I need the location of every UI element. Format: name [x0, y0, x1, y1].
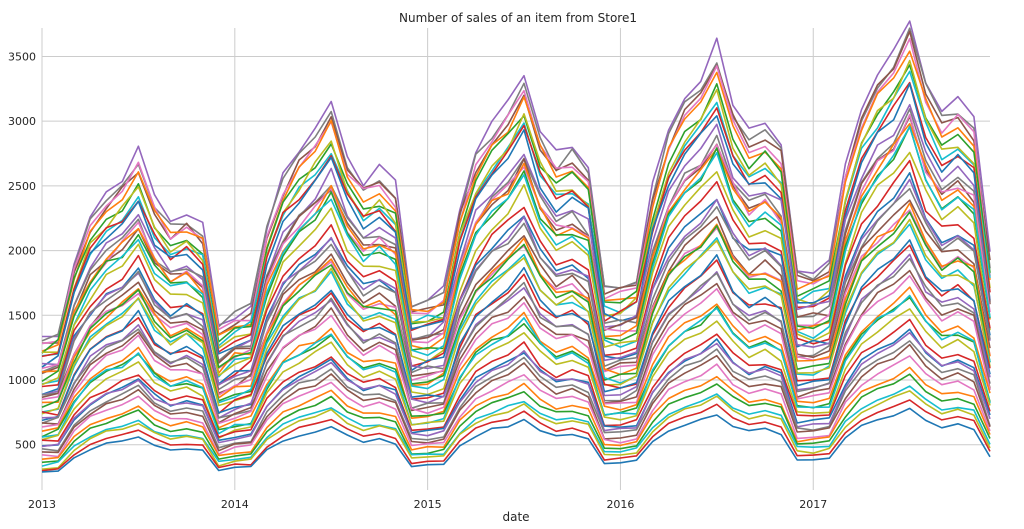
series-line: [41, 108, 991, 373]
x-tick-label: 2014: [221, 498, 249, 511]
series-group: [41, 20, 991, 473]
series-line: [41, 113, 991, 370]
y-tick-label: 1000: [8, 374, 36, 387]
y-tick-label: 2000: [8, 245, 36, 258]
x-tick-label: 2015: [414, 498, 442, 511]
chart-title: Number of sales of an item from Store1: [399, 11, 637, 25]
y-tick-labels: 500 1000 1500 2000 2500 3000 3500: [8, 50, 36, 451]
series-line: [42, 20, 991, 338]
series-line: [41, 83, 991, 368]
y-tick-label: 3000: [8, 115, 36, 128]
series-line: [41, 286, 991, 432]
series-line: [41, 50, 991, 352]
y-tick-label: 500: [15, 439, 36, 452]
series-line: [41, 125, 991, 385]
series-line: [42, 59, 991, 354]
series-line: [41, 239, 991, 422]
y-tick-label: 2500: [8, 180, 36, 193]
series-line: [41, 390, 991, 470]
series-line: [41, 211, 991, 408]
series-line: [41, 103, 991, 366]
series-line: [41, 385, 991, 467]
series-line: [41, 125, 991, 382]
series-line: [41, 294, 991, 438]
x-tick-label: 2016: [606, 498, 634, 511]
series-line: [41, 366, 991, 460]
series-line: [41, 340, 991, 452]
series-line: [41, 274, 991, 428]
series-line: [41, 308, 991, 441]
series-line: [41, 331, 991, 448]
series-line: [41, 399, 991, 472]
series-line: [41, 318, 991, 442]
x-tick-label: 2013: [28, 498, 56, 511]
series-line: [41, 202, 991, 404]
series-line: [41, 27, 991, 342]
y-tick-label: 3500: [8, 50, 36, 63]
series-line: [41, 199, 991, 399]
x-axis-label: date: [502, 510, 529, 524]
series-line: [41, 187, 991, 396]
series-line: [41, 373, 991, 464]
series-line: [41, 257, 991, 425]
x-tick-label: 2017: [799, 498, 827, 511]
series-line: [41, 218, 991, 415]
series-line: [41, 151, 991, 386]
series-line: [41, 269, 991, 425]
x-tick-labels: 2013 2014 2015 2016 2017: [28, 498, 827, 511]
series-line: [41, 64, 991, 354]
series-line: [41, 343, 991, 454]
y-tick-label: 1500: [8, 309, 36, 322]
series-line: [41, 407, 991, 473]
series-line: [41, 355, 991, 458]
